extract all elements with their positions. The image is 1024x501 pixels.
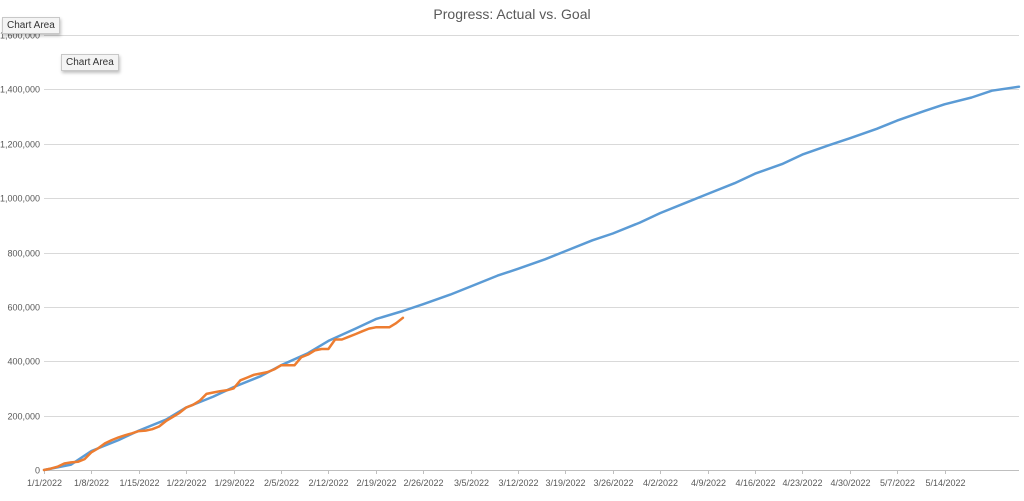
chart-title: Progress: Actual vs. Goal	[433, 6, 590, 22]
x-tick-label: 4/30/2022	[830, 478, 870, 488]
gridlines	[44, 35, 1019, 471]
x-tick-label: 1/22/2022	[166, 478, 206, 488]
series-line-goal[interactable]	[42, 85, 1021, 472]
y-tick-label: 600,000	[7, 303, 40, 313]
y-tick-label: 800,000	[7, 249, 40, 259]
y-tick-label: 1,400,000	[0, 85, 40, 95]
x-tick-label: 1/8/2022	[74, 478, 109, 488]
x-tick-label: 1/15/2022	[119, 478, 159, 488]
x-tick-label: 4/9/2022	[691, 478, 726, 488]
x-tick-label: 3/5/2022	[454, 478, 489, 488]
y-tick-label: 0	[35, 466, 40, 476]
chart-area-tooltip: Chart Area	[2, 17, 60, 34]
x-tick-label: 3/26/2022	[593, 478, 633, 488]
x-tick-label: 5/7/2022	[880, 478, 915, 488]
y-tick-label: 400,000	[7, 357, 40, 367]
y-tick-label: 1,200,000	[0, 140, 40, 150]
y-tick-label: 1,000,000	[0, 194, 40, 204]
x-tick-label: 5/14/2022	[925, 478, 965, 488]
x-tick-label: 3/12/2022	[498, 478, 538, 488]
x-tick-label: 4/23/2022	[782, 478, 822, 488]
y-tick-label: 1,600,000	[0, 31, 40, 41]
x-tick-label: 2/5/2022	[264, 478, 299, 488]
series-line-actual[interactable]	[42, 316, 405, 472]
y-tick-label: 200,000	[7, 412, 40, 422]
x-tick-label: 4/2/2022	[643, 478, 678, 488]
x-tick-label: 2/12/2022	[308, 478, 348, 488]
series-lines	[42, 85, 1021, 472]
x-tick-label: 4/16/2022	[735, 478, 775, 488]
x-tick-label: 1/29/2022	[214, 478, 254, 488]
x-tick-label: 2/26/2022	[403, 478, 443, 488]
x-tick-label: 3/19/2022	[545, 478, 585, 488]
chart-area-tooltip: Chart Area	[61, 54, 119, 71]
x-tick-label: 1/1/2022	[27, 478, 62, 488]
axes: 0 200,000 400,000 600,000 800,000 1,000,000 1,…	[0, 31, 966, 489]
x-tick-label: 2/19/2022	[356, 478, 396, 488]
